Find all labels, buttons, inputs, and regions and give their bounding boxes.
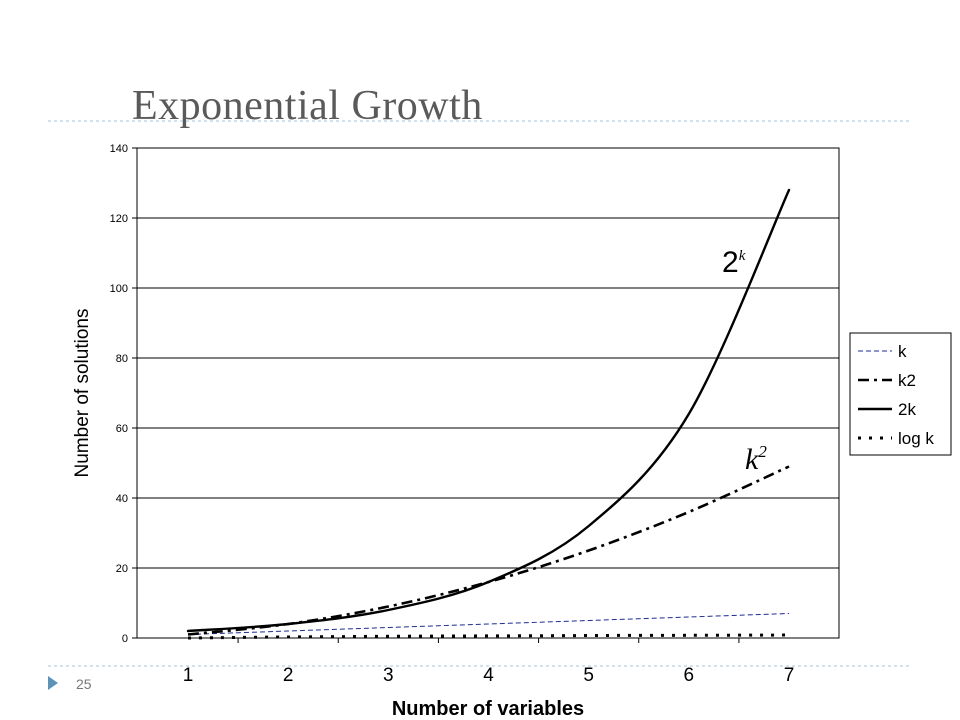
data-point-2k <box>187 630 189 632</box>
data-point-2k <box>488 581 490 583</box>
annotation-k2: k2 <box>745 442 767 476</box>
data-point-log-k <box>588 635 590 637</box>
x-tick-label: 5 <box>583 665 594 686</box>
data-point-2k <box>588 525 590 527</box>
x-tick-labels: 1 2 3 4 5 6 7 <box>183 638 795 686</box>
x-tick-label: 3 <box>383 665 394 686</box>
y-tick-label: 0 <box>122 633 128 645</box>
data-point-k2 <box>788 466 790 468</box>
legend-label: k <box>898 342 907 361</box>
y-tick-label: 120 <box>110 213 128 225</box>
x-tick-label: 2 <box>283 665 294 686</box>
legend-label: 2k <box>898 400 916 419</box>
data-point-k2 <box>588 550 590 552</box>
annotation-2k: 2k <box>722 246 746 279</box>
x-tick-label: 1 <box>183 665 194 686</box>
y-tick-label: 60 <box>116 423 128 435</box>
data-point-k <box>488 623 490 625</box>
series-line-k <box>187 613 790 635</box>
plot-area <box>136 147 840 639</box>
data-point-2k <box>688 413 690 415</box>
data-point-log-k <box>788 634 790 636</box>
y-tick-label: 80 <box>116 353 128 365</box>
data-point-log-k <box>688 634 690 636</box>
data-point-k2 <box>187 634 189 636</box>
legend-label: k2 <box>898 371 916 390</box>
bullet-marker-icon <box>48 676 58 690</box>
series-line-log-k <box>187 633 790 640</box>
y-tick-label: 20 <box>116 563 128 575</box>
annotations: 2k k2 <box>722 246 767 476</box>
series-line-2k <box>186 188 791 633</box>
data-point-log-k <box>187 637 189 639</box>
data-point-k2 <box>688 511 690 513</box>
data-point-k <box>788 613 790 615</box>
y-axis-label: Number of solutions <box>72 309 93 478</box>
x-tick-label: 6 <box>684 665 695 686</box>
slide-number: 25 <box>76 676 92 692</box>
y-tick-label: 140 <box>110 143 128 155</box>
data-point-log-k <box>388 636 390 638</box>
y-tick-label: 100 <box>110 283 128 295</box>
data-point-log-k <box>488 635 490 637</box>
data-point-k <box>388 627 390 629</box>
legend-label: log k <box>898 429 934 448</box>
y-tick-labels: 0 20 40 60 80 100 120 140 <box>110 143 137 645</box>
data-point-2k <box>287 623 289 625</box>
legend: k k2 2k log k <box>849 332 952 456</box>
x-tick-label: 7 <box>784 665 795 686</box>
data-point-2k <box>788 189 790 191</box>
series-lines <box>186 188 791 640</box>
data-point-k <box>688 616 690 618</box>
data-point-k <box>287 630 289 632</box>
y-tick-label: 40 <box>116 493 128 505</box>
data-point-2k <box>388 609 390 611</box>
data-point-k2 <box>388 606 390 608</box>
legend-box <box>849 332 952 456</box>
data-point-log-k <box>287 636 289 638</box>
x-tick-label: 4 <box>483 665 494 686</box>
x-axis-label: Number of variables <box>392 698 584 720</box>
data-point-k <box>588 620 590 622</box>
